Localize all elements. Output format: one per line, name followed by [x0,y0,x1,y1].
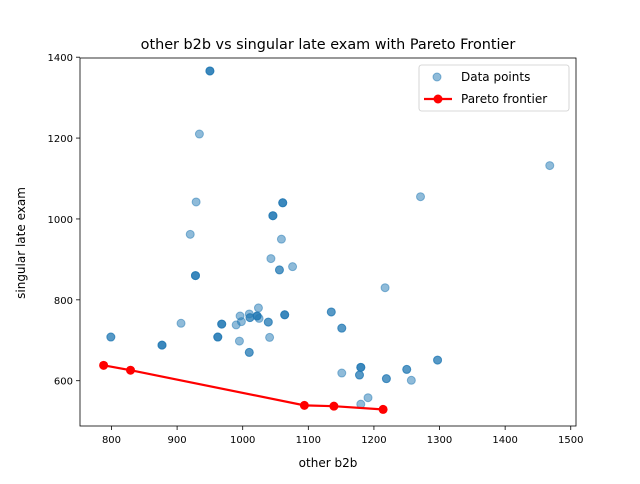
data-point [354,370,364,380]
data-point [433,355,443,365]
pareto-point [99,360,109,370]
data-point [185,229,195,239]
data-point [326,307,336,317]
x-tick-label: 1400 [492,435,517,446]
y-axis-label: singular late exam [14,187,28,299]
pareto-point [378,404,388,414]
data-point [416,192,426,202]
y-tick-label: 1000 [48,215,73,226]
data-point [381,374,391,384]
x-tick-label: 1200 [361,435,386,446]
data-point [234,336,244,346]
pareto-point [329,401,339,411]
data-point [253,303,263,313]
legend-marker-data-points [432,72,442,82]
data-point [402,364,412,374]
data-point [380,283,390,293]
data-point [205,66,215,76]
x-tick-label: 900 [168,435,187,446]
y-tick-label: 1400 [48,53,73,64]
data-point [254,313,264,323]
data-point [268,211,278,221]
data-point [278,198,288,208]
x-tick-label: 1000 [230,435,255,446]
data-point [280,310,290,320]
x-tick-label: 1500 [558,435,583,446]
data-point [363,393,373,403]
data-point [190,271,200,281]
data-point [157,340,167,350]
data-point [263,317,273,327]
legend-box [418,64,570,112]
data-point [545,161,555,171]
data-point [213,332,223,342]
data-point [274,265,284,275]
axes: 800 900 1000 1100 1200 1300 1400 1500 600 800 1000… [48,53,584,446]
data-point [406,375,416,385]
data-point [244,347,254,357]
data-point [288,262,298,272]
legend: Data points Pareto frontier [418,64,570,112]
legend-label: Data points [461,70,530,84]
data-point [337,368,347,378]
data-point [245,313,255,323]
legend-label: Pareto frontier [461,92,547,106]
x-tick-label: 800 [102,435,121,446]
data-point [266,254,276,264]
data-point [231,320,241,330]
data-point [337,323,347,333]
plot-marks [99,66,555,414]
y-tick-label: 600 [54,377,73,388]
data-point [276,234,286,244]
data-point [194,129,204,139]
legend-marker-pareto [433,94,443,104]
plot-frame [79,57,577,427]
data-point [356,362,366,372]
pareto-point [299,400,309,410]
x-tick-label: 1100 [296,435,321,446]
x-axis-label: other b2b [299,456,358,470]
y-tick-label: 1200 [48,134,73,145]
y-tick-label: 800 [54,296,73,307]
data-point [191,197,201,207]
pareto-point [126,365,136,375]
x-tick-label: 1300 [427,435,452,446]
data-point [176,318,186,328]
data-point [265,332,275,342]
chart-title: other b2b vs singular late exam with Par… [141,37,516,53]
data-point [217,319,227,329]
data-point [106,332,116,342]
